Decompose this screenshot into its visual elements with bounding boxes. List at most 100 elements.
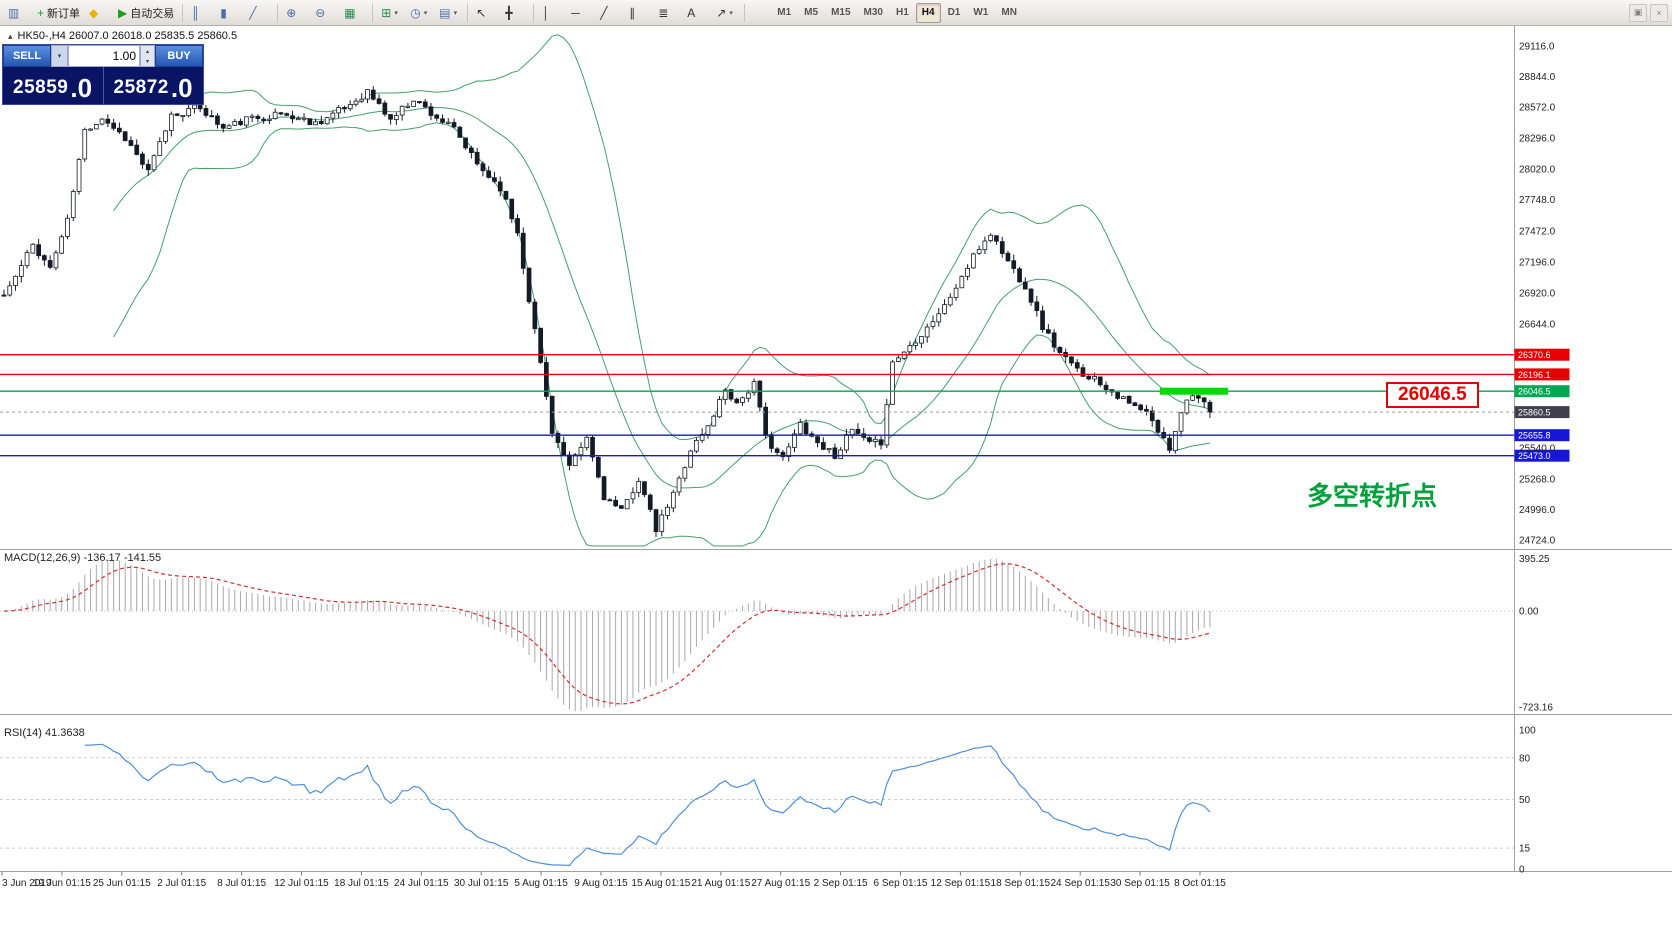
templates-button[interactable]: ▤ ▾ bbox=[435, 2, 463, 24]
timeframe-h1-button[interactable]: H1 bbox=[895, 7, 909, 18]
cursor-group: ↖ ╋ bbox=[472, 2, 529, 24]
panel-frame bbox=[0, 26, 1672, 872]
svg-text:24 Jul 01:15: 24 Jul 01:15 bbox=[394, 878, 449, 889]
periods-caret-icon: ▾ bbox=[423, 9, 428, 17]
chart-bars-icon: ║ bbox=[191, 5, 200, 20]
vertical-line-button[interactable]: │ bbox=[538, 2, 566, 24]
trendline-button[interactable]: ╱ bbox=[596, 2, 624, 24]
svg-text:25860.5: 25860.5 bbox=[1518, 408, 1551, 418]
cursor-icon: ↖ bbox=[476, 5, 487, 20]
volume-spin-down-icon[interactable]: ▾ bbox=[145, 58, 149, 65]
zoom-in-button[interactable]: ⊕ bbox=[282, 2, 310, 24]
timeframe-w1-button[interactable]: W1 bbox=[973, 7, 989, 18]
svg-text:25 Jun 01:15: 25 Jun 01:15 bbox=[93, 878, 151, 889]
turning-point-highlight[interactable] bbox=[1160, 387, 1228, 395]
timeframe-m15-button[interactable]: M15 bbox=[831, 7, 851, 18]
tile-windows-button[interactable]: ▦ bbox=[340, 2, 368, 24]
svg-text:30 Jul 01:15: 30 Jul 01:15 bbox=[454, 878, 509, 889]
svg-text:15 Aug 01:15: 15 Aug 01:15 bbox=[631, 878, 690, 889]
buy-button[interactable]: BUY bbox=[155, 45, 203, 67]
chart-line-icon: ╱ bbox=[249, 5, 257, 20]
svg-text:28020.0: 28020.0 bbox=[1519, 165, 1556, 176]
rsi-panel: 100 80 50 15 0 bbox=[0, 726, 1536, 876]
chinese-annotation-text[interactable]: 多空转折点 bbox=[1307, 481, 1438, 511]
rsi-indicator-label: RSI(14) 41.3638 bbox=[4, 727, 85, 739]
svg-text:21 Aug 01:15: 21 Aug 01:15 bbox=[691, 878, 750, 889]
ask-price-main: 25872 bbox=[113, 77, 169, 98]
candles-layer[interactable] bbox=[1, 86, 1213, 537]
bid-price-main: 25859 bbox=[13, 77, 69, 98]
svg-text:26920.0: 26920.0 bbox=[1519, 288, 1556, 299]
horizontal-line-button[interactable]: ─ bbox=[567, 2, 595, 24]
arrow-objects-caret-icon: ▾ bbox=[729, 9, 733, 17]
chart-canvas[interactable]: 26370.6 26196.1 26046.5 25655.8 25473.0 25860… bbox=[0, 26, 1672, 950]
metaeditor-button[interactable]: ◆ bbox=[85, 2, 113, 24]
chart-window: 26370.6 26196.1 26046.5 25655.8 25473.0 25860… bbox=[0, 26, 1672, 950]
svg-text:25268.0: 25268.0 bbox=[1519, 474, 1556, 485]
objects-group: │ ─ ╱ ∥ ≣ A ↗ ▾ bbox=[538, 2, 740, 24]
bollinger-upper-band bbox=[113, 34, 1211, 441]
svg-text:8 Jul 01:15: 8 Jul 01:15 bbox=[217, 878, 266, 889]
toolbar-right-icons: ▣ × bbox=[1629, 3, 1668, 22]
timeframe-group: M1 M5 M15 M30 H1 H4 D1 W1 MN bbox=[771, 2, 1023, 23]
zoom-group: ⊕ ⊖ ▦ bbox=[282, 2, 368, 24]
equidistant-channel-icon: ∥ bbox=[629, 5, 636, 20]
sell-button[interactable]: SELL bbox=[3, 45, 51, 67]
svg-text:28844.0: 28844.0 bbox=[1519, 72, 1556, 83]
toolbar-separator bbox=[277, 3, 279, 22]
cursor-button[interactable]: ↖ bbox=[472, 2, 500, 24]
bid-price[interactable]: 25859 .0 bbox=[3, 67, 103, 104]
chart-bars-button[interactable]: ║ bbox=[187, 2, 215, 24]
one-click-trading-panel: SELL ▾ 1.00 ▴ ▾ BUY 25859 .0 25872 .0 bbox=[2, 44, 204, 105]
volume-spinner[interactable]: ▴ ▾ bbox=[140, 45, 155, 67]
indicators-button[interactable]: ⊞ ▾ bbox=[377, 2, 405, 24]
window-close-icon[interactable]: × bbox=[1650, 3, 1668, 22]
timeframe-m5-button[interactable]: M5 bbox=[804, 7, 819, 18]
timeframe-mn-button[interactable]: MN bbox=[1001, 7, 1017, 18]
timeframe-d1-button[interactable]: D1 bbox=[947, 7, 961, 18]
chart-candles-button[interactable]: ▮ bbox=[216, 2, 244, 24]
fibonacci-retracement-button[interactable]: ≣ bbox=[654, 2, 682, 24]
collapse-trade-panel-icon[interactable]: ▴ bbox=[8, 30, 13, 41]
periods-button[interactable]: ◷ ▾ bbox=[406, 2, 434, 24]
svg-text:-723.16: -723.16 bbox=[1519, 703, 1553, 714]
volume-input[interactable]: 1.00 bbox=[68, 45, 140, 67]
macd-signal-line bbox=[3, 563, 1211, 705]
chart-line-button[interactable]: ╱ bbox=[245, 2, 273, 24]
timeframe-m1-button[interactable]: M1 bbox=[777, 7, 792, 18]
vertical-line-icon: │ bbox=[542, 5, 550, 20]
autotrading-button[interactable]: ▶ 自动交易 bbox=[114, 2, 178, 24]
svg-text:8 Oct 01:15: 8 Oct 01:15 bbox=[1174, 878, 1226, 889]
arrow-objects-button[interactable]: ↗ ▾ bbox=[712, 2, 740, 24]
tile-windows-icon: ▦ bbox=[344, 5, 356, 20]
volume-spin-up-icon[interactable]: ▴ bbox=[145, 48, 149, 55]
bollinger-lower-band bbox=[113, 122, 1210, 547]
window-restore-icon[interactable]: ▣ bbox=[1629, 3, 1647, 22]
timeframe-h4-button[interactable]: H4 bbox=[915, 2, 941, 23]
chart-plot-area[interactable] bbox=[0, 26, 1514, 872]
ask-price[interactable]: 25872 .0 bbox=[102, 67, 204, 104]
svg-text:26370.6: 26370.6 bbox=[1518, 350, 1551, 360]
volume-dropdown-button[interactable]: ▾ bbox=[51, 45, 68, 67]
svg-text:26196.1: 26196.1 bbox=[1518, 370, 1551, 380]
file-group: ▥ + 新订单 ◆ ▶ 自动交易 bbox=[4, 2, 178, 24]
equidistant-channel-button[interactable]: ∥ bbox=[625, 2, 653, 24]
timeframe-m30-button[interactable]: M30 bbox=[863, 7, 883, 18]
crosshair-icon: ╋ bbox=[505, 5, 513, 20]
price-level-callout[interactable]: 26046.5 bbox=[1386, 382, 1479, 408]
svg-text:26046.5: 26046.5 bbox=[1518, 387, 1551, 397]
new-order-button[interactable]: + 新订单 bbox=[33, 2, 84, 24]
svg-text:9 Aug 01:15: 9 Aug 01:15 bbox=[574, 878, 628, 889]
zoom-out-button[interactable]: ⊖ bbox=[311, 2, 339, 24]
indicators-caret-icon: ▾ bbox=[394, 9, 398, 17]
trendline-icon: ╱ bbox=[600, 5, 608, 20]
svg-text:25540.0: 25540.0 bbox=[1519, 444, 1556, 455]
svg-text:6 Sep 01:15: 6 Sep 01:15 bbox=[874, 878, 928, 889]
ohlc-text: HK50-,H4 26007.0 26018.0 25835.5 25860.5 bbox=[17, 30, 238, 42]
new-chart-button[interactable]: ▥ bbox=[4, 2, 32, 24]
horizontal-level-lines[interactable] bbox=[0, 354, 1514, 457]
insert-group: ⊞ ▾ ◷ ▾ ▤ ▾ bbox=[377, 2, 463, 24]
crosshair-button[interactable]: ╋ bbox=[501, 2, 529, 24]
text-label-button[interactable]: A bbox=[683, 2, 711, 24]
